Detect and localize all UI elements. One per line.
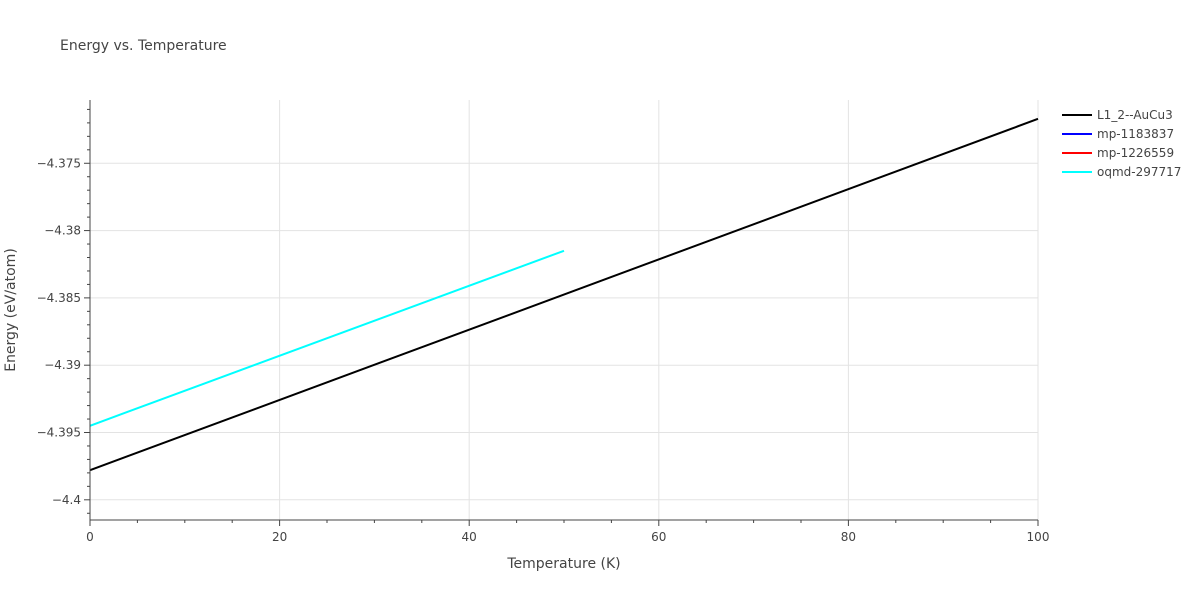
legend-label: mp-1183837 <box>1097 127 1174 141</box>
legend-label: mp-1226559 <box>1097 146 1174 160</box>
x-tick-label: 0 <box>86 530 94 544</box>
x-tick-label: 80 <box>841 530 856 544</box>
x-tick-label: 60 <box>651 530 666 544</box>
axes: 0 20 40 60 80 100 −4.4 −4.395 −4.39 −4.385 −4.38 −4… <box>37 100 1050 544</box>
series-line-oqmd-297717 <box>89 249 565 427</box>
legend-item[interactable]: oqmd-297717 <box>1062 165 1181 179</box>
legend-item[interactable]: L1_2--AuCu3 <box>1062 108 1173 122</box>
y-tick-label: −4.375 <box>37 156 81 170</box>
x-tick-label: 100 <box>1027 530 1050 544</box>
y-tick-label: −4.38 <box>44 224 81 238</box>
y-tick-label: −4.385 <box>37 291 81 305</box>
legend-label: oqmd-297717 <box>1097 165 1181 179</box>
y-tick-label: −4.39 <box>44 358 81 372</box>
series-line-l1-2-aucu3 <box>89 117 1039 472</box>
y-axis-title: Energy (eV/atom) <box>3 248 19 372</box>
x-axis-title: Temperature (K) <box>506 556 620 572</box>
legend-item[interactable]: mp-1183837 <box>1062 127 1174 141</box>
x-tick-label: 20 <box>272 530 287 544</box>
chart-title: Energy vs. Temperature <box>60 38 227 54</box>
x-tick-label: 40 <box>462 530 477 544</box>
series-lines <box>89 117 1039 472</box>
legend-item[interactable]: mp-1226559 <box>1062 146 1174 160</box>
y-tick-label: −4.4 <box>52 493 81 507</box>
legend-label: L1_2--AuCu3 <box>1097 108 1173 122</box>
grid <box>90 100 1039 520</box>
legend[interactable]: L1_2--AuCu3 mp-1183837 mp-1226559 oqmd-2977… <box>1062 108 1181 179</box>
y-tick-label: −4.395 <box>37 426 81 440</box>
